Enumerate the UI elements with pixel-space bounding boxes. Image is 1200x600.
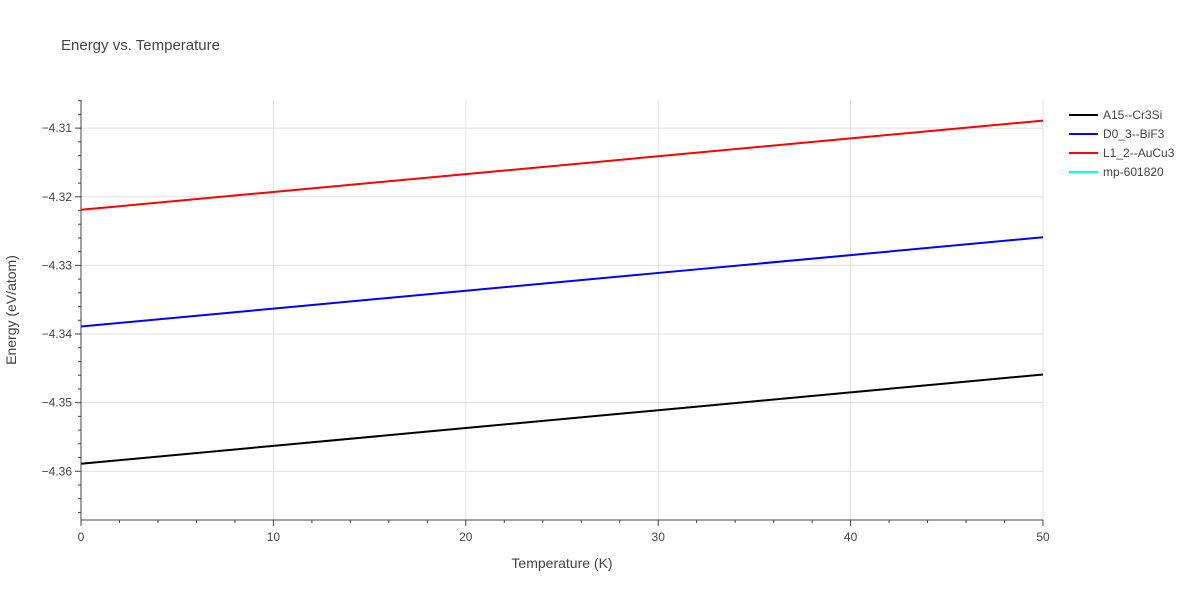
x-tick-label: 40 [844, 530, 858, 544]
tick-labels: 0 10 20 30 40 50 −4.36 −4.35 −4.34 −4.33 −4.32 −4.3… [42, 121, 1050, 544]
legend-item-d0-3-bif3[interactable]: D0_3--BiF3 [1069, 127, 1165, 141]
legend-label: mp-601820 [1103, 165, 1164, 179]
legend-label: D0_3--BiF3 [1103, 127, 1165, 141]
axes [75, 100, 1044, 526]
series-layer [80, 119, 1044, 465]
y-tick-label: −4.36 [42, 464, 73, 478]
legend[interactable]: A15--Cr3Si D0_3--BiF3 L1_2--AuCu3 mp-601820 [1069, 108, 1175, 179]
legend-label: L1_2--AuCu3 [1103, 146, 1175, 160]
legend-item-l1-2-aucu3[interactable]: L1_2--AuCu3 [1069, 146, 1175, 160]
chart-title: Energy vs. Temperature [61, 37, 220, 54]
legend-item-mp-601820[interactable]: mp-601820 [1069, 165, 1164, 179]
x-tick-label: 50 [1036, 530, 1050, 544]
y-tick-label: −4.35 [42, 396, 73, 410]
y-axis-title: Energy (eV/atom) [3, 255, 19, 365]
gridlines [81, 100, 1044, 520]
x-tick-label: 30 [652, 530, 666, 544]
x-tick-label: 10 [267, 530, 281, 544]
series-line-a15-cr3si [80, 373, 1044, 465]
y-tick-label: −4.34 [42, 327, 73, 341]
x-axis-title: Temperature (K) [511, 555, 612, 571]
y-tick-label: −4.31 [42, 121, 73, 135]
x-tick-label: 0 [78, 530, 85, 544]
series-line-l1-2-aucu3 [80, 119, 1044, 211]
legend-label: A15--Cr3Si [1103, 108, 1162, 122]
legend-item-a15-cr3si[interactable]: A15--Cr3Si [1069, 108, 1162, 122]
y-tick-label: −4.33 [42, 258, 73, 272]
series-line-d0-3-bif3 [80, 236, 1044, 328]
x-tick-label: 20 [459, 530, 473, 544]
y-tick-label: −4.32 [42, 190, 73, 204]
